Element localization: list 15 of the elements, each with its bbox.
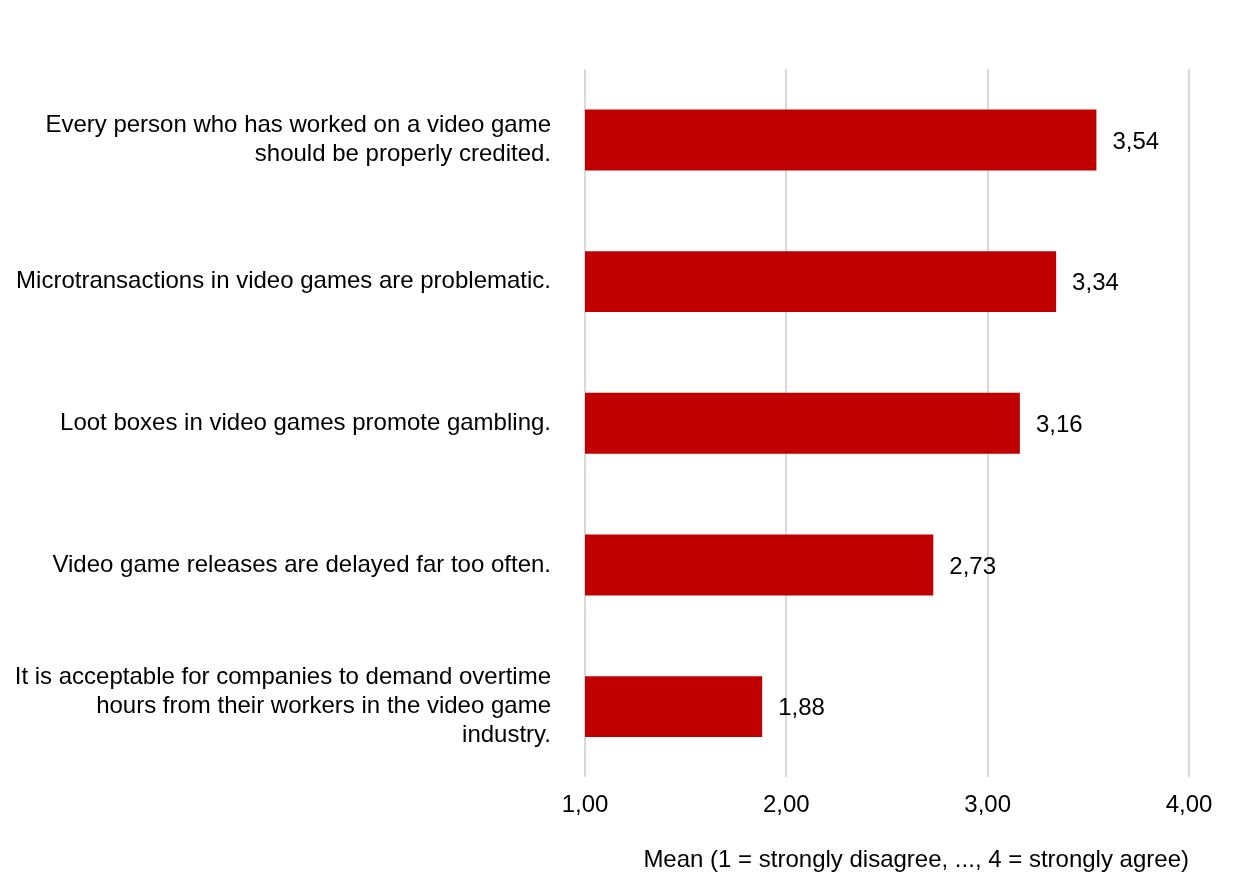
data-label: 3,34 <box>1072 268 1119 296</box>
y-tick-label: Microtransactions in video games are problematic. <box>16 266 551 294</box>
x-tick-label: 3,00 <box>964 790 1012 818</box>
data-label: 3,16 <box>1035 409 1083 437</box>
x-tick-label: 4,00 <box>1165 790 1213 818</box>
x-tick-label: 2,00 <box>762 790 810 818</box>
y-tick-label: It is acceptable for companies to demand overtime hours from their workers in the video game industry. <box>14 662 551 748</box>
y-tick-label: Video game releases are delayed far too often. <box>52 549 551 577</box>
y-tick-label: Every person who has worked on a video game should be properly credited. <box>45 110 551 167</box>
y-tick-label: Loot boxes in video games promote gambling. <box>60 407 551 435</box>
x-axis-title: Mean (1 = strongly disagree, ..., 4 = strongly agree) <box>643 845 1189 873</box>
data-label: 3,54 <box>1112 126 1160 154</box>
data-label: 1,88 <box>778 693 825 721</box>
data-label: 2,73 <box>949 551 997 579</box>
x-tick-label: 1,00 <box>561 790 609 818</box>
